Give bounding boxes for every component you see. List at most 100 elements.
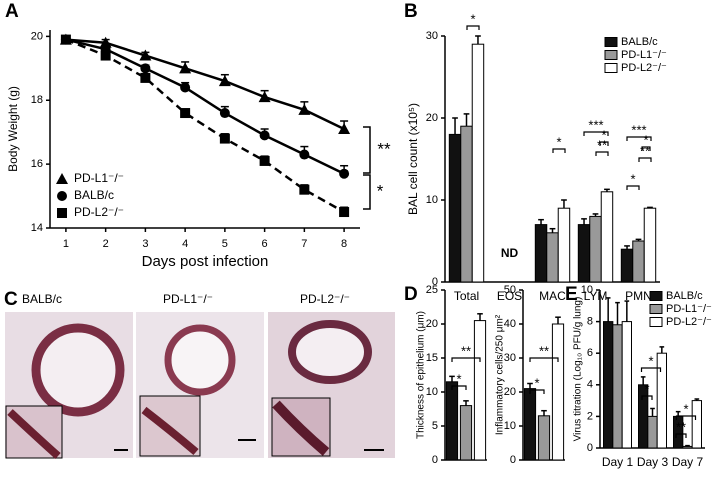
x-tick-label: Total — [454, 289, 479, 303]
x-tick-label: Day 7 — [672, 455, 704, 469]
x-tick-label: PMN — [625, 289, 652, 303]
bar — [546, 232, 559, 283]
image-caption: PD-L2⁻/⁻ — [300, 292, 350, 306]
y-tick-label: 2 — [587, 410, 593, 422]
point — [57, 208, 67, 218]
point — [338, 123, 351, 134]
significance-label: ** — [461, 343, 471, 358]
bar — [557, 207, 571, 283]
airway — [31, 323, 125, 417]
significance-bracket — [595, 151, 609, 156]
y-tick-label: 5 — [432, 420, 438, 432]
point — [140, 63, 151, 74]
point — [180, 108, 191, 119]
x-tick-label: 4 — [182, 238, 188, 250]
series-line — [65, 38, 345, 214]
legend-swatch — [604, 37, 618, 47]
bar — [603, 321, 614, 449]
legend-label: BALB/c — [666, 290, 703, 302]
point — [219, 133, 230, 144]
point — [139, 49, 152, 61]
x-tick-label: Day 3 — [637, 455, 669, 469]
airway — [288, 320, 372, 384]
legend-swatch — [604, 63, 618, 73]
point — [259, 155, 270, 166]
bar — [471, 43, 485, 283]
point — [179, 62, 192, 74]
airway — [164, 324, 236, 396]
significance-bracket — [552, 148, 566, 153]
y-tick-label: 25 — [426, 284, 438, 296]
significance-bracket — [529, 357, 559, 362]
significance-label: ** — [597, 137, 607, 152]
bar — [473, 320, 487, 461]
legend-swatch — [649, 304, 663, 314]
y-tick-label: 20 — [426, 112, 438, 124]
significance-label: * — [377, 181, 384, 200]
significance-bracket — [466, 25, 480, 30]
y-tick-label: 20 — [504, 386, 516, 398]
legend-label: PD-L1⁻/⁻ — [666, 303, 712, 315]
bar — [534, 224, 548, 283]
significance-label: * — [648, 353, 653, 368]
panel-label: B — [404, 1, 418, 22]
significance-bracket — [640, 367, 662, 372]
y-tick-label: 10 — [426, 194, 438, 206]
inset-wall — [141, 406, 199, 456]
significance-bracket — [675, 433, 687, 438]
x-tick-label: EOS — [497, 289, 522, 303]
point — [140, 72, 151, 83]
significance-bracket — [638, 157, 652, 162]
x-tick-label: 6 — [262, 238, 268, 250]
significance-bracket — [641, 395, 653, 400]
inset-wall — [272, 400, 330, 456]
point — [56, 173, 68, 184]
significance-bracket — [529, 389, 545, 394]
bar — [445, 381, 459, 461]
significance-label: *** — [631, 122, 646, 137]
y-tick-label: 14 — [31, 222, 43, 234]
significance-label: * — [556, 134, 561, 149]
bar — [632, 240, 645, 283]
x-tick-label: 1 — [63, 238, 69, 250]
y-axis-label: Virus titration (Log₁₀ PFU/g lung) — [573, 297, 584, 442]
y-tick-label: 50 — [504, 284, 516, 296]
y-tick-label: 40 — [504, 318, 516, 330]
y-axis-label: Thickness of epithelium (μm) — [416, 311, 427, 439]
point — [99, 36, 112, 48]
significance-label: ** — [640, 143, 650, 158]
point — [57, 191, 67, 201]
legend-label: PD-L2⁻/⁻ — [74, 205, 124, 219]
bar — [460, 125, 473, 283]
y-tick-label: 30 — [504, 352, 516, 364]
x-tick-label: 7 — [301, 238, 307, 250]
point — [339, 168, 350, 179]
significance-label: * — [456, 371, 461, 386]
point — [299, 184, 310, 195]
legend-label: PD-L2⁻/⁻ — [621, 62, 667, 74]
y-axis-label: BAL cell count (x10⁵) — [406, 103, 420, 215]
significance-label: ** — [676, 419, 686, 434]
bar — [448, 133, 462, 283]
y-tick-label: 0 — [432, 454, 438, 466]
significance-label: * — [470, 11, 475, 26]
significance-label: * — [683, 401, 688, 416]
bracket — [363, 174, 371, 210]
histology-images — [5, 312, 395, 459]
significance-bracket — [626, 136, 652, 141]
significance-label: *** — [588, 117, 603, 132]
point — [298, 103, 311, 115]
y-tick-label: 10 — [504, 420, 516, 432]
point — [299, 149, 310, 160]
significance-label: * — [643, 132, 648, 147]
y-tick-label: 10 — [426, 386, 438, 398]
y-tick-label: 0 — [587, 442, 593, 454]
y-tick-label: 10 — [581, 284, 593, 296]
x-tick-label: 8 — [341, 238, 347, 250]
x-tick-label: 3 — [142, 238, 148, 250]
bar — [612, 324, 623, 449]
significance-bracket — [675, 415, 697, 420]
y-tick-label: 6 — [587, 347, 593, 359]
x-tick-label: 5 — [222, 238, 228, 250]
